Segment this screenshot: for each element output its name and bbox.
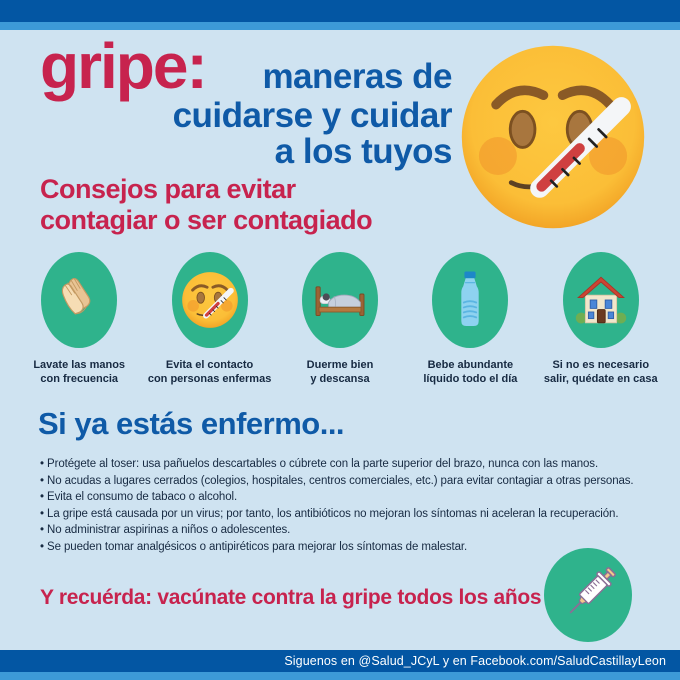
tip-label-line2: salir, quédate en casa [543,373,658,385]
tip-label: Bebe abundante líquido todo el día [423,358,517,386]
bullet-item: Se pueden tomar analgésicos o antipiréti… [40,539,668,556]
tip-label-line2: líquido todo el día [423,373,518,385]
folded-hands-icon [50,271,108,329]
sick-face-thermometer-icon [181,271,239,329]
tip-label-line1: Si no es necesario [552,359,650,371]
title-line-1: gripe: maneras de [40,34,452,98]
tip-avoid-contact: Evita el contacto con personas enfermas [144,252,274,386]
tip-label: Duerme bien y descansa [307,358,374,386]
tip-circle [171,252,248,348]
subtitle: Consejos para evitar contagiar o ser con… [40,174,460,236]
house-icon [571,270,631,330]
title-sub-3: a los tuyos [274,132,453,171]
tip-label-line1: Lavate las manos [33,359,126,371]
tip-label: Evita el contacto con personas enfermas [148,358,272,386]
sick-section-bullets: Protégete al toser: usa pañuelos descart… [40,456,668,555]
tip-sleep: Duerme bien y descansa [275,252,405,386]
bullet-item: La gripe está causada por un virus; por … [40,506,668,523]
tip-label: Si no es necesario salir, quédate en cas… [544,358,658,386]
title-sub-2: cuidarse y cuidar [172,96,453,135]
sick-face-thermometer-icon [458,42,648,232]
tip-circle [562,252,639,348]
footer-bar: Siguenos en @Salud_JCyL y en Facebook.co… [0,650,680,672]
footer-light-bar [0,672,680,680]
person-in-bed-icon [310,270,370,330]
subtitle-line-2: contagiar o ser contagiado [40,205,373,235]
social-follow-text: Siguenos en @Salud_JCyL y en Facebook.co… [284,654,666,668]
tip-drink-liquid: Bebe abundante líquido todo el día [405,252,535,386]
tip-wash-hands: Lavate las manos con frecuencia [14,252,144,386]
tip-label-line2: y descansa [310,373,370,385]
title-gripe: gripe: [40,30,208,102]
tip-circle [432,252,509,348]
top-light-bar [0,22,680,30]
bullet-item: Protégete al toser: usa pañuelos descart… [40,456,668,473]
tip-label-line1: Evita el contacto [165,359,254,371]
syringe-circle [544,548,632,642]
bullet-item: No administrar aspirinas a niños o adole… [40,522,668,539]
sick-section-heading: Si ya estás enfermo... [38,406,345,441]
syringe-icon [551,558,625,632]
water-bottle-icon [439,269,501,331]
tip-label: Lavate las manos con frecuencia [33,358,125,386]
subtitle-line-1: Consejos para evitar [40,174,296,204]
bullet-item: No acudas a lugares cerrados (colegios, … [40,473,668,490]
tip-label-line1: Bebe abundante [427,359,514,371]
title-block: gripe: maneras de cuidarse y cuidar a lo… [40,34,453,171]
top-dark-bar [0,0,680,22]
tip-circle [41,252,118,348]
tip-label-line2: con frecuencia [40,373,118,385]
tip-label-line2: con personas enfermas [147,373,272,385]
tips-row: Lavate las manos con frecuencia Evita el… [14,252,666,386]
title-sub-1: maneras de [262,57,452,96]
tip-label-line1: Duerme bien [306,359,374,371]
tip-circle [301,252,378,348]
bullet-item: Evita el consumo de tabaco o alcohol. [40,489,668,506]
tip-stay-home: Si no es necesario salir, quédate en cas… [536,252,666,386]
vaccine-reminder: Y recuérda: vacúnate contra la gripe tod… [40,586,542,609]
